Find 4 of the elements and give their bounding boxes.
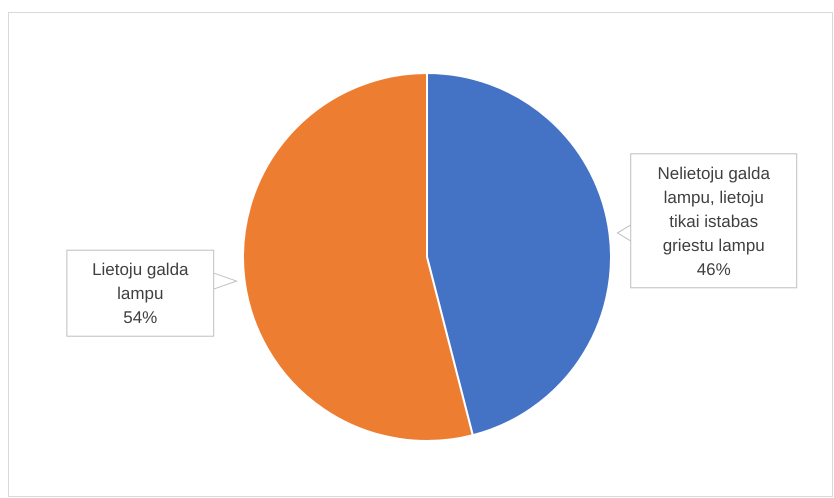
data-label: 46% [696, 260, 731, 279]
slice-label: Nelietoju galda lampu, lietoju tikai istabas griestu lampu [657, 164, 770, 255]
data-label: 54% [123, 308, 158, 328]
slice-label: Lietoju galda lampu [92, 260, 190, 304]
